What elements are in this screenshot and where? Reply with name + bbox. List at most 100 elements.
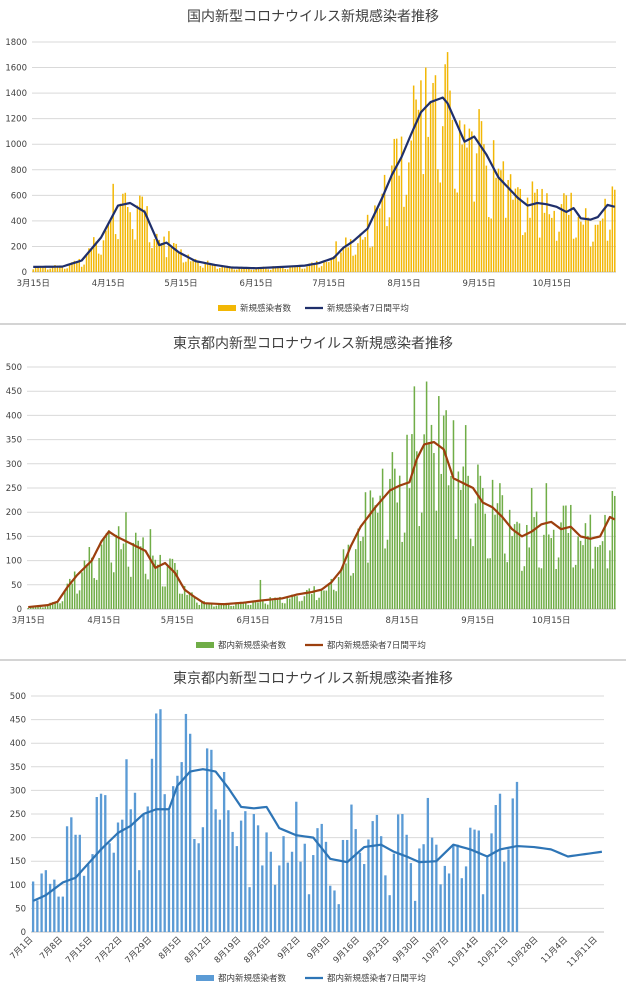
daily-bar	[584, 523, 587, 609]
daily-bar	[210, 749, 213, 932]
daily-bar	[313, 264, 316, 272]
daily-bar	[460, 878, 463, 932]
daily-bar	[244, 811, 247, 932]
daily-bar	[366, 214, 369, 272]
daily-bar	[367, 839, 370, 932]
daily-bar	[601, 541, 604, 609]
daily-bar	[184, 713, 188, 932]
x-tick-label: 10月14日	[447, 935, 481, 969]
daily-bar	[374, 205, 376, 272]
daily-bar	[489, 558, 491, 609]
tokyo-chart-panel: 東京都内新型コロナウイルス新規感染者推移 0 50 100 150 200 250 300 35…	[0, 325, 626, 659]
daily-bar	[606, 240, 609, 272]
daily-bar	[110, 562, 113, 609]
daily-bar	[192, 259, 194, 272]
y-tick-label: 300	[10, 786, 26, 796]
daily-bar	[389, 478, 391, 609]
daily-bar	[480, 121, 483, 272]
daily-bar	[488, 217, 490, 272]
daily-bar	[413, 900, 417, 932]
x-tick-label: 7月15日	[64, 935, 95, 966]
daily-bar	[565, 505, 567, 609]
daily-bar	[36, 900, 39, 932]
daily-bar	[163, 236, 165, 272]
daily-bar	[32, 269, 34, 272]
daily-bar	[467, 475, 469, 609]
daily-bar	[491, 479, 494, 609]
daily-bar	[398, 175, 400, 272]
daily-bar	[320, 588, 323, 609]
daily-bar	[501, 495, 504, 609]
daily-bar	[236, 269, 238, 272]
daily-bar	[219, 267, 221, 272]
daily-bar	[524, 232, 526, 272]
daily-bar	[213, 606, 215, 609]
daily-bar	[350, 575, 352, 609]
daily-bar	[71, 262, 73, 272]
daily-bar	[274, 597, 276, 609]
daily-bar	[240, 604, 242, 609]
x-tick-label: 7月15日	[312, 279, 345, 289]
daily-bar	[340, 252, 342, 272]
daily-bar	[170, 247, 173, 272]
daily-bar	[388, 895, 391, 932]
daily-bar	[114, 234, 117, 272]
daily-bar	[81, 572, 83, 609]
daily-bar	[264, 603, 267, 609]
daily-bar	[420, 80, 422, 272]
daily-bar	[341, 839, 345, 932]
daily-bar	[113, 572, 115, 609]
daily-bar	[477, 464, 479, 609]
daily-bar	[180, 762, 183, 932]
daily-bar	[172, 786, 175, 932]
daily-bar	[362, 536, 364, 609]
y-tick-label: 1200	[5, 115, 27, 125]
daily-bar	[286, 862, 289, 932]
y-tick-label: 50	[15, 904, 26, 914]
daily-bar	[528, 547, 530, 609]
daily-bar	[502, 161, 505, 272]
legend-bars-label: 新規感染者数	[240, 303, 292, 314]
daily-bar	[357, 243, 359, 272]
daily-bar	[548, 534, 550, 609]
y-tick-label: 400	[6, 411, 22, 421]
daily-bar	[435, 510, 438, 609]
daily-bar	[611, 186, 614, 272]
daily-bar	[115, 534, 117, 609]
daily-bar	[214, 809, 217, 932]
daily-bar	[455, 538, 457, 609]
daily-bar	[572, 238, 575, 272]
daily-bar	[135, 532, 137, 609]
daily-bar	[580, 221, 582, 272]
daily-bar	[201, 827, 205, 932]
daily-bar	[206, 260, 209, 272]
daily-bar	[333, 890, 336, 932]
y-tick-label: 1400	[5, 89, 27, 99]
daily-bar	[550, 538, 552, 609]
x-tick-label: 3月15日	[12, 616, 45, 626]
y-tick-label: 1600	[5, 64, 27, 74]
daily-bar	[346, 839, 349, 932]
daily-bar	[231, 831, 234, 932]
daily-bar	[315, 600, 318, 609]
daily-bar	[51, 602, 54, 609]
daily-bar	[34, 606, 37, 609]
daily-bar	[340, 569, 342, 609]
daily-bar	[464, 866, 468, 932]
daily-bar	[240, 268, 243, 272]
x-tick-label: 10月28日	[506, 935, 540, 969]
x-tick-label: 8月15日	[386, 616, 419, 626]
daily-bar	[91, 557, 93, 609]
seven-day-average-line	[28, 440, 616, 609]
daily-bar	[259, 579, 262, 609]
daily-bar	[313, 586, 315, 609]
tokyo-chart: 東京都内新型コロナウイルス新規感染者推移 0 50 100 150 200 250 300 35…	[6, 335, 616, 651]
daily-bar	[473, 201, 475, 272]
legend-line-label: 新規感染者7日間平均	[327, 303, 409, 314]
daily-bar	[378, 208, 381, 272]
daily-bar	[364, 492, 367, 609]
daily-bar	[228, 266, 231, 272]
daily-bar	[374, 505, 377, 609]
daily-bar	[456, 192, 459, 272]
daily-bar	[274, 267, 277, 272]
